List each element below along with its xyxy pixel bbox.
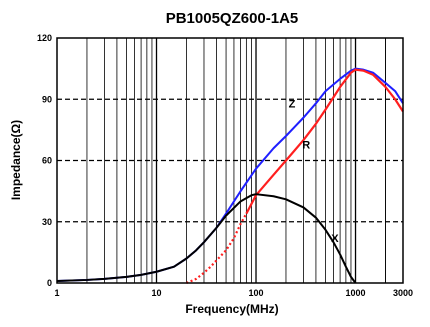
x-tick-label: 100 bbox=[248, 288, 263, 298]
annotation-label-r: R bbox=[302, 139, 310, 151]
x-tick-label: 1000 bbox=[346, 288, 366, 298]
annotation-label-z: Z bbox=[289, 98, 296, 110]
series-r-line-dotted bbox=[186, 213, 248, 285]
annotation-layer: Z R X bbox=[289, 98, 340, 245]
y-tick-label: 60 bbox=[42, 156, 52, 166]
annotation-label-x: X bbox=[331, 233, 339, 245]
y-tick-label: 90 bbox=[42, 94, 52, 104]
y-tick-label: 120 bbox=[37, 33, 52, 43]
x-tick-label: 3000 bbox=[393, 288, 413, 298]
y-tick-label: 30 bbox=[42, 217, 52, 227]
series-x-line bbox=[56, 193, 357, 284]
x-tick-label: 1 bbox=[54, 288, 59, 298]
x-tick-label: 10 bbox=[151, 288, 161, 298]
series-r-line bbox=[245, 68, 404, 215]
y-tick-label: 0 bbox=[47, 278, 52, 288]
chart-title: PB1005QZ600-1A5 bbox=[166, 10, 299, 27]
x-axis-label: Frequency(MHz) bbox=[185, 302, 278, 316]
series-layer bbox=[56, 67, 404, 285]
plot-frame bbox=[56, 37, 404, 284]
y-axis-label: Impedance(Ω) bbox=[9, 120, 23, 200]
grid-layer bbox=[57, 38, 403, 283]
